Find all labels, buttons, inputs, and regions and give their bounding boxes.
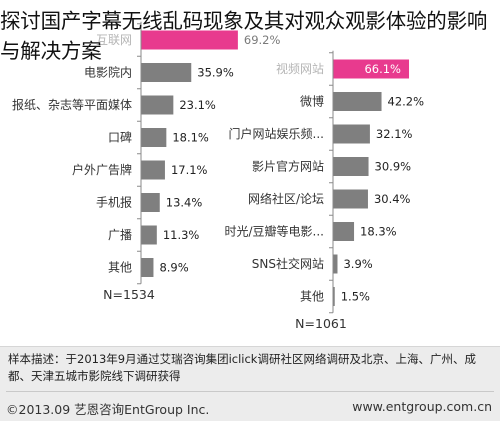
- left-bar: [141, 128, 167, 147]
- right-bar: [333, 254, 338, 274]
- left-category-label: 广播: [108, 228, 132, 242]
- left-value-label: 23.1%: [179, 98, 216, 112]
- right-category-label: 视频网站: [276, 61, 324, 76]
- right-category-label: 其他: [300, 290, 324, 304]
- right-bar: [333, 59, 410, 79]
- right-chart-panel: 视频网站 66.1% 微博 42.2% 门户网站娱乐频... 32.1% 影片官方网站 30.…: [225, 50, 425, 331]
- right-value-label: 18.3%: [360, 225, 397, 239]
- website-url: www.entgroup.com.cn: [352, 399, 492, 414]
- left-category-label: 户外广告牌: [72, 162, 132, 177]
- left-bar: [141, 193, 160, 212]
- right-category-label: 门户网站娱乐频...: [229, 126, 324, 141]
- left-category-label: 电影院内: [84, 66, 132, 80]
- left-bar: [141, 95, 174, 115]
- right-category-label: 时光/豆瓣等电影...: [225, 225, 325, 239]
- right-bar: [333, 189, 368, 209]
- right-sample-size: N=1061: [295, 316, 347, 331]
- right-category-label: 影片官方网站: [252, 159, 324, 174]
- left-sample-size: N=1534: [103, 287, 155, 302]
- left-bar: [141, 160, 165, 180]
- left-bar: [141, 225, 157, 245]
- right-value-label: 32.1%: [376, 127, 413, 141]
- right-value-label: 30.4%: [374, 192, 411, 206]
- right-value-label: 3.9%: [343, 257, 372, 271]
- left-category-label: 其他: [108, 261, 132, 275]
- right-value-label: 30.9%: [375, 160, 412, 174]
- right-bar: [333, 157, 369, 176]
- left-value-label: 18.1%: [172, 131, 209, 145]
- left-category-label: 报纸、杂志等平面媒体: [12, 97, 132, 112]
- right-value-label: 66.1%: [364, 62, 401, 76]
- sample-footnote: 样本描述：于2013年9月通过艾瑞咨询集团iclick调研社区网络调研及北京、上…: [8, 352, 476, 383]
- right-category-label: 微博: [300, 94, 324, 109]
- left-bar: [141, 258, 154, 277]
- right-bar: [333, 124, 370, 144]
- left-bar: [141, 63, 192, 82]
- right-value-label: 1.5%: [341, 290, 370, 304]
- left-category-label: 互联网: [96, 33, 132, 47]
- left-bar: [141, 30, 238, 50]
- left-value-label: 35.9%: [197, 66, 234, 80]
- left-category-label: 手机报: [96, 195, 132, 210]
- left-value-label: 8.9%: [159, 261, 188, 275]
- right-bar: [333, 92, 382, 111]
- left-value-label: 11.3%: [163, 228, 200, 242]
- right-category-label: 网络社区/论坛: [248, 191, 324, 206]
- footer: 样本描述：于2013年9月通过艾瑞咨询集团iclick调研社区网络调研及北京、上…: [0, 346, 500, 421]
- right-bar: [333, 222, 355, 241]
- right-bar: [333, 287, 335, 306]
- left-category-label: 口碑: [108, 130, 132, 145]
- right-category-label: SNS社交网站: [252, 256, 324, 271]
- left-value-label: 17.1%: [171, 163, 208, 177]
- left-chart-panel: 互联网 69.2% 电影院内 35.9% 报纸、杂志等平面媒体 23.1% 口碑 18.1% 户…: [12, 21, 281, 302]
- right-value-label: 42.2%: [388, 95, 425, 109]
- left-value-label: 69.2%: [244, 33, 281, 47]
- copyright-text: ©2013.09 艺恩咨询EntGroup Inc.: [6, 402, 210, 417]
- footer-divider: [6, 391, 494, 392]
- left-value-label: 13.4%: [166, 196, 203, 210]
- chart-area: 互联网 69.2% 电影院内 35.9% 报纸、杂志等平面媒体 23.1% 口碑 18.1% 户…: [12, 21, 425, 331]
